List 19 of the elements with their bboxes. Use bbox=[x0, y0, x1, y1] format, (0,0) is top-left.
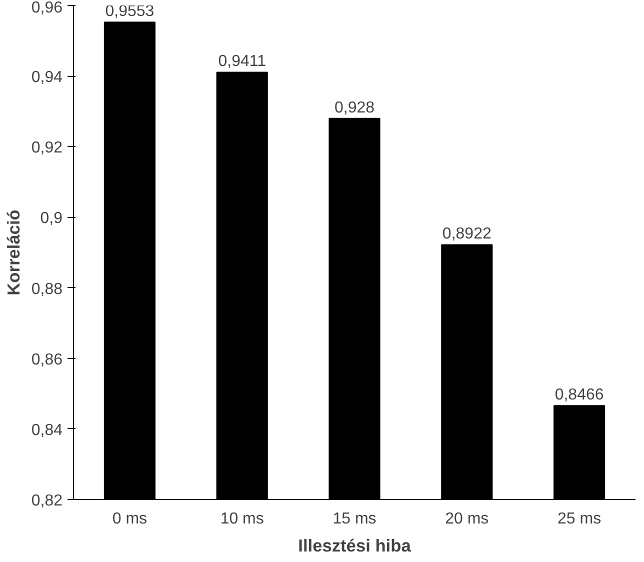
data-label: 0,8466 bbox=[554, 386, 604, 404]
x-tick-label: 20 ms bbox=[445, 510, 489, 528]
y-axis-title: Korreláció bbox=[3, 210, 24, 296]
y-tick-label: 0,82 bbox=[31, 492, 63, 510]
x-tick-label: 0 ms bbox=[112, 510, 148, 528]
x-tick-label: 10 ms bbox=[220, 510, 264, 528]
data-label: 0,8922 bbox=[442, 226, 492, 243]
x-axis-title: Illesztési hiba bbox=[298, 536, 412, 556]
y-tick-label: 0,94 bbox=[31, 69, 63, 86]
y-tick-label: 0,96 bbox=[31, 0, 63, 16]
x-tick-label: 15 ms bbox=[332, 510, 376, 528]
x-tick-label: 25 ms bbox=[558, 510, 602, 528]
y-tick-label: 0,9 bbox=[40, 210, 63, 228]
y-tick-label: 0,84 bbox=[31, 422, 63, 439]
y-tick-label: 0,92 bbox=[31, 140, 63, 157]
data-label: 0,9411 bbox=[218, 53, 266, 70]
y-tick-label: 0,88 bbox=[31, 280, 63, 298]
y-tick-label: 0,86 bbox=[31, 351, 63, 368]
data-label: 0,928 bbox=[334, 99, 375, 116]
